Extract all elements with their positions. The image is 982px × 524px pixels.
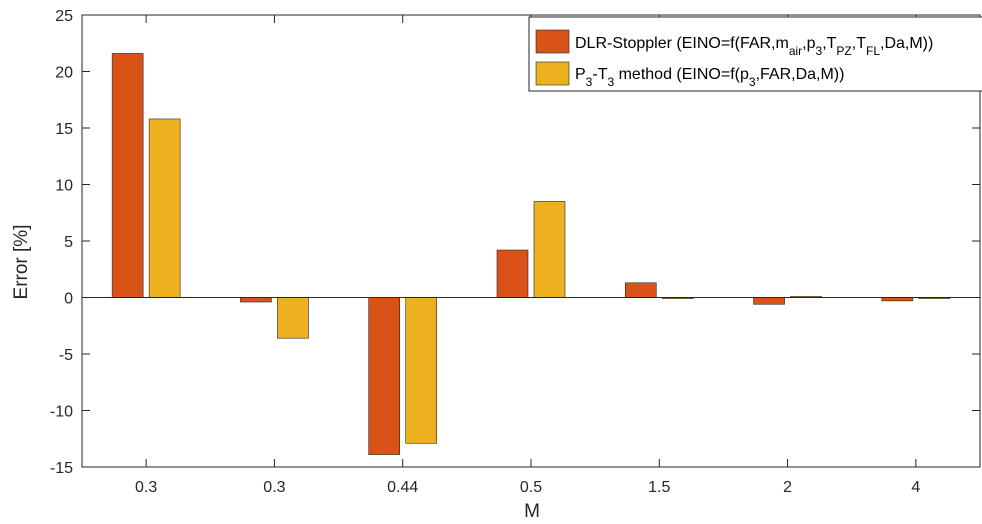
x-tick-label: 0.5 — [520, 479, 542, 496]
x-tick-label: 4 — [911, 479, 920, 496]
bar-series1-cat3 — [368, 297, 401, 455]
y-axis-ticks: -15 -10 -5 0 5 10 15 20 25 — [50, 8, 980, 477]
bar-series2-cat2 — [277, 297, 309, 339]
x-tick-label: 1.5 — [648, 479, 670, 496]
y-tick-label: 5 — [64, 234, 73, 251]
y-tick-label: 0 — [64, 291, 73, 308]
y-tick-label: -5 — [59, 347, 73, 364]
legend-box — [528, 16, 982, 92]
x-tick-label: 0.3 — [263, 479, 285, 496]
bar-series2-cat4 — [533, 201, 566, 298]
bar-series1-cat2 — [240, 297, 272, 303]
bar-series1-cat6 — [753, 297, 785, 305]
y-axis-label: Error [%] — [11, 225, 32, 300]
y-tick-label: 10 — [55, 178, 73, 195]
legend-swatch-dlr — [535, 29, 570, 54]
bar-series2-cat3 — [405, 297, 438, 444]
bar-series1-cat1 — [111, 53, 144, 298]
bar-series1-cat4 — [496, 249, 529, 298]
bar-series1-cat5 — [624, 282, 657, 298]
y-tick-label: -15 — [50, 460, 73, 477]
y-tick-label: 25 — [55, 8, 73, 25]
x-tick-label: 2 — [783, 479, 792, 496]
x-tick-label: 0.3 — [135, 479, 157, 496]
legend: DLR-Stoppler (EINO=f(FAR,mair,p3,TPZ,TFL… — [528, 16, 982, 92]
x-tick-label: 0.44 — [387, 479, 418, 496]
y-tick-label: -10 — [50, 404, 73, 421]
bars — [111, 53, 951, 455]
x-axis-ticks: 0.3 0.3 0.44 0.5 1.5 2 4 — [135, 15, 920, 496]
legend-swatch-p3t3 — [535, 61, 570, 86]
y-tick-label: 20 — [55, 65, 73, 82]
y-tick-label: 15 — [55, 121, 73, 138]
bar-series2-cat1 — [148, 118, 181, 298]
bar-series1-cat7 — [881, 297, 914, 302]
x-axis-label: M — [524, 501, 540, 522]
